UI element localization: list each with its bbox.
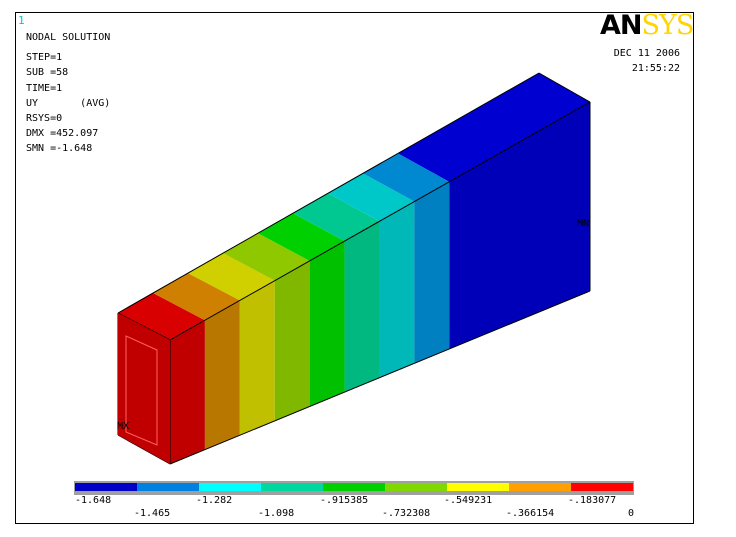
info-line: STEP=1 <box>26 52 63 64</box>
legend-label: -1.465 <box>134 508 171 519</box>
beam-fixed-face <box>118 313 170 464</box>
legend-swatch <box>509 483 571 491</box>
front-band <box>414 181 450 364</box>
legend-swatch <box>447 483 509 491</box>
top-end-region <box>397 73 590 182</box>
info-line: TIME=1 <box>26 82 63 94</box>
beam-edge <box>169 290 591 465</box>
front-band <box>239 280 275 436</box>
legend-swatch <box>385 483 447 491</box>
legend-swatch <box>199 483 261 491</box>
front-band <box>344 221 380 393</box>
info-line: SUB =58 <box>26 67 69 79</box>
info-line: DMX =452.097 <box>26 128 99 140</box>
top-band <box>222 233 310 281</box>
datetime: DEC 11 2006 21:55:22 <box>600 46 680 76</box>
beam-top-face <box>118 73 590 340</box>
ansys-logo: ANSYS <box>600 10 694 41</box>
legend-swatch <box>323 483 385 491</box>
top-band <box>118 293 205 340</box>
beam-edge <box>538 72 591 103</box>
front-end-region <box>449 102 590 349</box>
top-band <box>292 193 380 242</box>
legend-swatch <box>137 483 199 491</box>
front-band <box>170 320 205 464</box>
mn-marker: MN <box>577 218 590 229</box>
legend-swatch <box>75 483 137 491</box>
front-band <box>204 300 240 450</box>
solution-info: NODAL SOLUTION STEP=1 SUB =58 TIME=1 UY … <box>26 30 110 157</box>
time-label: 21:55:22 <box>631 63 680 74</box>
legend-color-bar <box>74 481 634 495</box>
top-band <box>152 273 240 321</box>
window-number: 1 <box>18 14 25 27</box>
beam-edge <box>117 72 540 314</box>
info-line: SMN =-1.648 <box>26 143 93 155</box>
legend-label: -.183077 <box>568 495 617 506</box>
legend-label: -.366154 <box>506 508 555 519</box>
legend-label: -1.648 <box>75 495 112 506</box>
beam-front-face <box>170 102 590 464</box>
date-label: DEC 11 2006 <box>613 48 680 59</box>
top-band <box>362 153 450 202</box>
top-band <box>187 253 275 301</box>
legend-swatch <box>261 483 323 491</box>
legend-label: -.732308 <box>382 508 431 519</box>
info-line: NODAL SOLUTION <box>26 32 111 43</box>
mx-marker: MX <box>117 421 130 432</box>
face-inner-outline <box>125 335 158 446</box>
front-band <box>309 241 345 407</box>
top-band <box>327 173 415 222</box>
legend-swatch <box>571 483 633 491</box>
beam-edge <box>169 101 591 341</box>
front-band <box>379 201 415 378</box>
legend-label: -1.098 <box>258 508 295 519</box>
info-line: UY (AVG) <box>26 97 111 109</box>
legend-label: -.915385 <box>320 495 369 506</box>
legend-label: 0 <box>628 508 635 519</box>
front-band <box>274 260 310 421</box>
legend-label: -.549231 <box>444 495 493 506</box>
info-line: RSYS=0 <box>26 113 63 125</box>
legend-label: -1.282 <box>196 495 233 506</box>
top-band <box>257 213 345 261</box>
